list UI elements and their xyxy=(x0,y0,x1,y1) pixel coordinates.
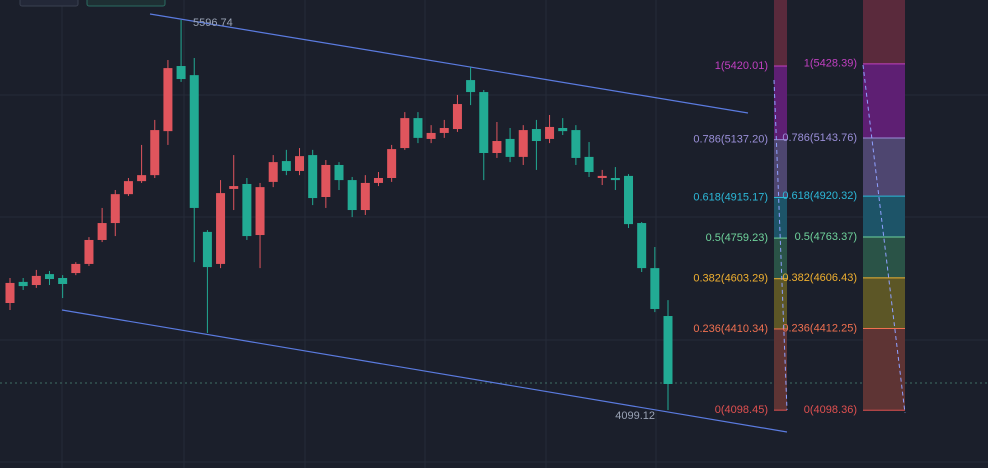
candle-body xyxy=(558,127,568,132)
candle-body xyxy=(71,263,81,274)
candle-body xyxy=(518,130,528,157)
candle-body xyxy=(242,183,252,237)
candle-body xyxy=(18,281,28,287)
candle-body xyxy=(123,181,133,195)
candle-body xyxy=(84,239,94,264)
candle-body xyxy=(466,80,476,93)
fib-band xyxy=(863,328,905,411)
candle-body xyxy=(584,156,594,173)
candle-body xyxy=(110,194,120,224)
candle-body xyxy=(452,104,462,130)
fib-band xyxy=(774,197,787,239)
candle-body xyxy=(321,164,331,198)
fib-group: 1(5420.01) 0.786(5137.20) 0.618(4915.17) 0.… xyxy=(693,0,905,416)
fib-band xyxy=(863,196,905,238)
candle-body xyxy=(137,175,147,182)
candle-body xyxy=(663,316,673,384)
candle-body xyxy=(202,231,212,268)
fib-band xyxy=(863,137,905,197)
fib-label: 0.382(4606.43) xyxy=(782,272,857,284)
fib-band xyxy=(863,63,905,138)
fib-band xyxy=(774,139,787,198)
candle-body xyxy=(189,75,199,208)
high-label: 5596.74 xyxy=(193,17,233,29)
fib-band xyxy=(774,238,787,279)
fib-band xyxy=(774,66,787,140)
fib-label: 0.236(4410.34) xyxy=(693,323,768,335)
candle-body xyxy=(150,130,160,176)
fib-label: 0(4098.45) xyxy=(715,404,768,416)
fib-band xyxy=(863,277,905,329)
candle-body xyxy=(597,175,607,178)
fib-label: 0.618(4915.17) xyxy=(693,191,768,203)
candle-body xyxy=(373,177,383,183)
toolbar-box[interactable] xyxy=(86,0,166,7)
candle-body xyxy=(255,187,265,236)
candle-body xyxy=(176,66,186,80)
candles xyxy=(5,19,673,410)
fib-label: 0.5(4759.23) xyxy=(706,232,768,244)
candle-body xyxy=(650,268,660,309)
candle-body xyxy=(479,92,489,153)
candle-body xyxy=(426,132,436,139)
candle-body xyxy=(97,223,107,240)
fib-band xyxy=(774,278,787,329)
candle-body xyxy=(505,138,515,157)
candle-body xyxy=(334,164,344,181)
candle-body xyxy=(5,282,15,303)
candle-body xyxy=(413,118,423,138)
fib-diagonal xyxy=(773,79,788,411)
candle-body xyxy=(229,186,239,189)
fib-band xyxy=(863,237,905,278)
fib-label: 0.618(4920.32) xyxy=(782,190,857,202)
candle-body xyxy=(31,275,41,286)
candle-body xyxy=(163,68,173,132)
trend-line xyxy=(149,13,749,114)
candle-body xyxy=(571,130,581,158)
fib-band xyxy=(863,0,905,64)
fib-label: 0.382(4603.29) xyxy=(693,273,768,285)
trend-line xyxy=(61,309,788,433)
fib-label: 0.5(4763.37) xyxy=(795,231,857,243)
candle-body xyxy=(295,156,305,171)
candle-body xyxy=(360,182,370,211)
fib-label: 1(5428.39) xyxy=(804,58,857,70)
fib-label: 0.786(5143.76) xyxy=(782,132,857,144)
fib-diagonal xyxy=(862,64,906,414)
low-label: 4099.12 xyxy=(615,410,655,422)
candle-body xyxy=(44,274,54,280)
fib-band xyxy=(774,328,787,411)
fib-label: 0.786(5137.20) xyxy=(693,134,768,146)
candle-body xyxy=(439,127,449,133)
candle-body xyxy=(610,177,620,181)
candle-body xyxy=(58,277,68,284)
candle-body xyxy=(308,155,318,199)
candle-body xyxy=(347,180,357,211)
candle-body xyxy=(624,175,634,225)
fib-label: 1(5420.01) xyxy=(715,60,768,72)
candle-body xyxy=(268,162,278,182)
fib-label: 0.236(4412.25) xyxy=(782,322,857,334)
candle-body xyxy=(531,129,541,142)
fib-label: 0(4098.36) xyxy=(804,404,857,416)
fib-band xyxy=(774,0,787,67)
toolbar-box[interactable] xyxy=(19,0,79,7)
candle-body xyxy=(387,149,397,178)
candle-body xyxy=(216,193,226,264)
candle-body xyxy=(637,223,647,269)
candle-body xyxy=(492,141,502,153)
candle-body xyxy=(400,118,410,149)
candle-body xyxy=(545,126,555,139)
candle-body xyxy=(281,161,291,171)
